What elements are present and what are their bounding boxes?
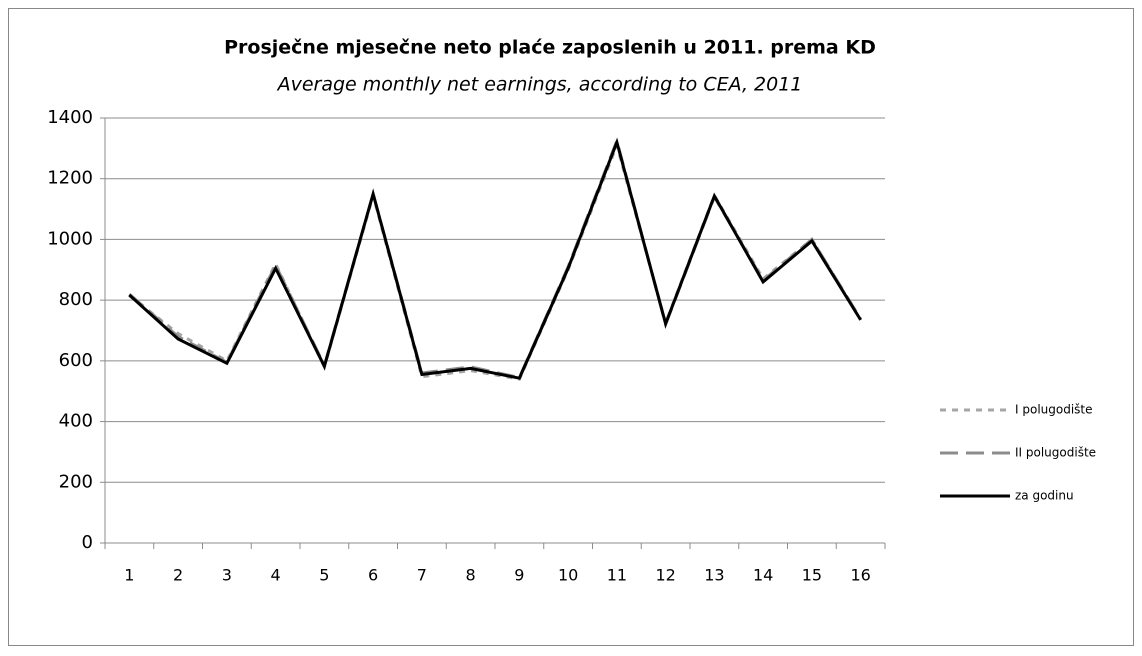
y-tick-label: 1200 xyxy=(47,168,93,189)
y-tick-label: 1000 xyxy=(47,228,93,249)
y-tick-label: 800 xyxy=(59,289,93,310)
y-tick-label: 600 xyxy=(59,350,93,371)
chart-subtitle: Average monthly net earnings, according … xyxy=(276,74,803,96)
x-tick-label: 1 xyxy=(124,566,134,585)
x-tick-label: 9 xyxy=(514,566,524,585)
chart-title: Prosječne mjesečne neto plaće zaposlenih… xyxy=(224,37,876,59)
x-tick-label: 4 xyxy=(271,566,281,585)
x-tick-label: 16 xyxy=(850,566,870,585)
x-tick-label: 14 xyxy=(753,566,773,585)
x-tick-label: 13 xyxy=(704,566,724,585)
y-tick-label: 1400 xyxy=(47,107,93,128)
x-tick-label: 8 xyxy=(466,566,476,585)
legend-label: I polugodište xyxy=(1015,403,1093,417)
y-tick-label: 0 xyxy=(82,532,93,553)
x-tick-label: 7 xyxy=(417,566,427,585)
y-tick-label: 400 xyxy=(59,411,93,432)
legend-label: za godinu xyxy=(1015,489,1074,503)
x-tick-label: 10 xyxy=(558,566,578,585)
x-tick-label: 11 xyxy=(607,566,627,585)
x-tick-label: 6 xyxy=(368,566,378,585)
chart-frame xyxy=(8,8,1134,646)
x-tick-label: 5 xyxy=(319,566,329,585)
series-line xyxy=(128,137,862,380)
x-tick-label: 15 xyxy=(802,566,822,585)
y-tick-label: 200 xyxy=(59,471,93,492)
x-tick-label: 3 xyxy=(222,566,232,585)
x-tick-label: 12 xyxy=(655,566,675,585)
x-tick-label: 2 xyxy=(173,566,183,585)
legend-label: II polugodište xyxy=(1015,446,1096,460)
